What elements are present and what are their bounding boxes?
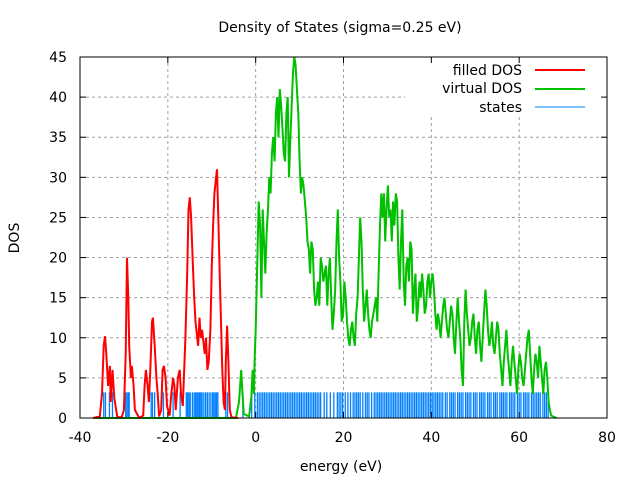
x-tick-label: 0: [251, 430, 260, 446]
grid: [80, 57, 607, 418]
y-tick-label: 45: [49, 50, 67, 66]
y-tick-label: 10: [49, 331, 67, 347]
legend: filled DOS virtual DOS states: [442, 63, 585, 116]
x-axis-label: energy (eV): [300, 459, 382, 475]
y-tick-label: 5: [58, 371, 67, 387]
filled-dos-line: [92, 169, 239, 420]
y-axis-label: DOS: [7, 223, 23, 254]
x-tick-label: -20: [156, 430, 179, 446]
y-tick-label: 0: [58, 411, 67, 427]
y-tick-label: 40: [49, 90, 67, 106]
legend-label-states: states: [479, 100, 522, 116]
y-tick-label: 30: [49, 170, 67, 186]
legend-label-filled: filled DOS: [453, 63, 522, 79]
x-tick-label: 40: [422, 430, 440, 446]
x-tick-label: 60: [510, 430, 528, 446]
x-tick-label: -40: [69, 430, 92, 446]
y-tick-label: 20: [49, 251, 67, 267]
virtual-dos-line: [93, 56, 557, 419]
chart-title: Density of States (sigma=0.25 eV): [218, 20, 461, 36]
y-tick-label: 25: [49, 210, 67, 226]
axis-ticks: -40 -20 0 20 40 60 80 0 5 10 15 20 25 30 35 40 45: [49, 50, 616, 446]
plot-series: [92, 56, 557, 420]
legend-label-virtual: virtual DOS: [442, 81, 522, 97]
y-tick-label: 15: [49, 291, 67, 307]
x-tick-label: 20: [335, 430, 353, 446]
x-tick-label: 80: [598, 430, 616, 446]
y-tick-label: 35: [49, 130, 67, 146]
